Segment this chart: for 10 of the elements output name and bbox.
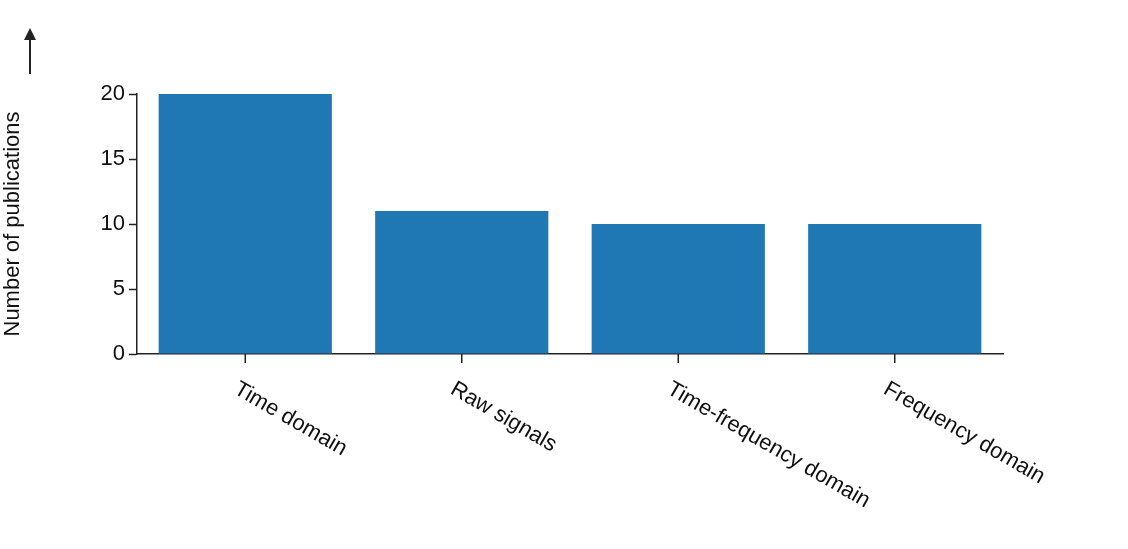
y-tick-label: 0 [112,340,125,366]
y-tick-label: 10 [100,210,125,236]
bar [375,211,549,354]
y-axis-title: Number of publications [0,111,25,337]
bar [158,94,332,354]
y-tick-label: 5 [112,275,125,301]
bar [591,224,765,354]
y-tick-label: 15 [100,145,125,171]
y-tick-label: 20 [100,80,125,106]
bar [808,224,982,354]
